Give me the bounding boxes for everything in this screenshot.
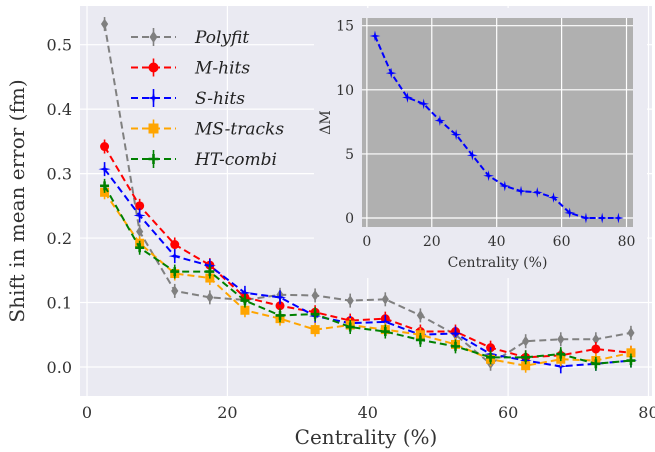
main-y-tick-label: 0.3 [47,165,72,184]
data-point [591,344,600,353]
legend-label: MS-tracks [194,120,284,140]
legend-item: HT-combi [131,150,277,170]
legend-label: M-hits [194,59,250,79]
data-point [311,325,320,334]
inset-x-tick-label: 40 [488,234,506,250]
main-y-axis-label: Shift in mean error (fm) [5,79,29,322]
legend-marker [149,124,159,134]
inset-x-axis-label: Centrality (%) [448,255,548,271]
inset-y-tick-label: 0 [345,211,354,227]
inset-y-tick-label: 15 [336,19,354,35]
inset-y-axis-label: ΔM [318,110,334,134]
main-y-tick-label: 0.4 [47,100,72,119]
data-point [100,142,109,151]
inset-x-tick-label: 20 [423,234,441,250]
main-y-tick-label: 0.1 [47,294,72,313]
legend-item: MS-tracks [131,120,284,140]
main-x-axis-label: Centrality (%) [295,425,438,449]
main-x-tick-label: 80 [638,403,655,422]
legend-marker [149,63,159,73]
inset-y-tick-label: 10 [336,83,354,99]
data-point [170,240,179,249]
main-y-tick-label: 0.2 [47,229,72,248]
main-x-tick-label: 0 [82,403,92,422]
inset-x-tick-label: 60 [553,234,571,250]
legend-label: HT-combi [194,150,277,170]
main-x-tick-label: 40 [358,403,378,422]
inset-plot-area [362,18,633,227]
inset-x-tick-label: 0 [362,234,371,250]
inset-x-tick-label: 80 [618,234,636,250]
main-y-tick-label: 0.5 [47,36,72,55]
inset-y-tick-label: 5 [345,147,354,163]
main-x-tick-label: 20 [217,403,237,422]
main-y-tick-label: 0.0 [47,358,72,377]
legend-label: S-hits [195,89,245,109]
main-x-tick-label: 60 [498,403,518,422]
legend-label: Polyfit [194,28,249,48]
